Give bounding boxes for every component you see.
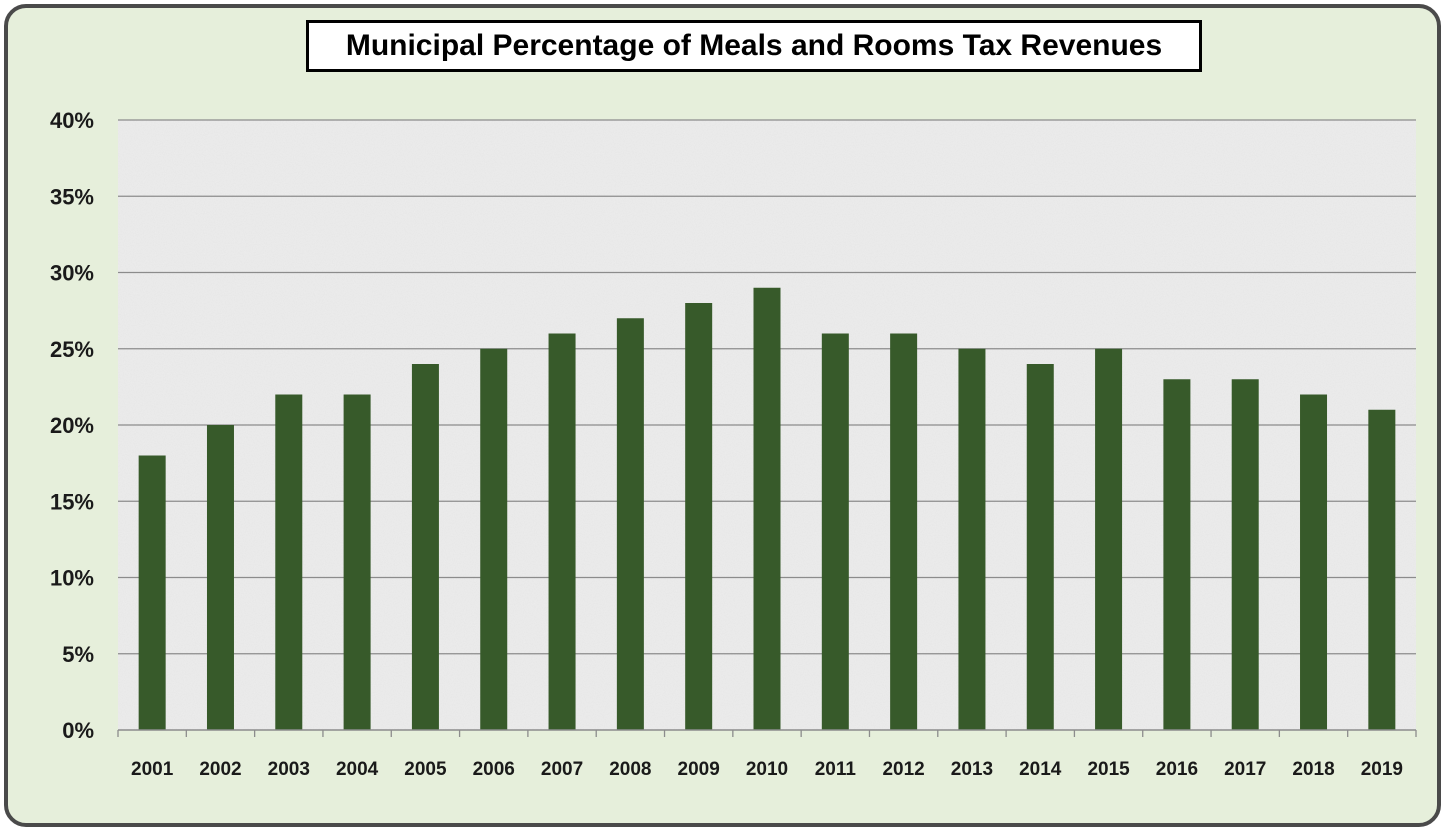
y-tick-label: 15% xyxy=(50,489,94,514)
bar xyxy=(343,394,371,730)
bars xyxy=(138,287,1396,730)
bar xyxy=(821,333,849,730)
x-tick-label: 2005 xyxy=(404,759,447,780)
bar xyxy=(206,425,234,730)
chart-title: Municipal Percentage of Meals and Rooms … xyxy=(306,20,1202,72)
x-tick-label: 2015 xyxy=(1087,759,1130,780)
bar xyxy=(685,303,713,730)
x-tick-label: 2013 xyxy=(951,759,993,780)
y-tick-label: 30% xyxy=(50,261,94,286)
bar xyxy=(890,333,918,730)
bar xyxy=(411,364,439,730)
x-tick-label: 2001 xyxy=(131,759,174,780)
x-tick-label: 2006 xyxy=(473,759,515,780)
bar xyxy=(1368,409,1396,730)
x-tick-label: 2004 xyxy=(336,759,379,780)
bar xyxy=(753,287,781,730)
bar xyxy=(480,348,508,730)
x-tick-label: 2012 xyxy=(882,759,924,780)
bar xyxy=(958,348,986,730)
y-tick-label: 40% xyxy=(50,108,94,133)
bar xyxy=(1163,379,1191,730)
bar xyxy=(138,455,166,730)
y-tick-label: 25% xyxy=(50,337,94,362)
bar xyxy=(1095,348,1123,730)
bar xyxy=(275,394,303,730)
bar xyxy=(1026,364,1054,730)
x-tick-label: 2011 xyxy=(815,759,857,780)
x-tick-label: 2014 xyxy=(1019,759,1062,780)
y-axis-tick-labels: 0% 5% 10% 15% 20% 25% 30% 35% 40% xyxy=(50,108,94,743)
bar xyxy=(1300,394,1328,730)
y-tick-label: 5% xyxy=(62,642,94,667)
x-tick-label: 2016 xyxy=(1156,759,1198,780)
x-tick-label: 2002 xyxy=(199,759,241,780)
x-tick-label: 2017 xyxy=(1224,759,1266,780)
y-tick-label: 10% xyxy=(50,566,94,591)
axes xyxy=(117,729,1417,737)
x-tick-label: 2018 xyxy=(1292,759,1334,780)
x-tick-label: 2019 xyxy=(1361,759,1403,780)
x-tick-label: 2008 xyxy=(609,759,651,780)
x-tick-label: 2007 xyxy=(541,759,583,780)
y-tick-label: 0% xyxy=(62,718,94,743)
x-axis-tick-labels: 2001 2002 2003 2004 2005 2006 2007 2008 2009 2010… xyxy=(131,759,1403,780)
bar xyxy=(616,318,644,730)
bar xyxy=(548,333,576,730)
y-tick-label: 20% xyxy=(50,413,94,438)
y-tick-label: 35% xyxy=(50,184,94,209)
bar xyxy=(1231,379,1259,730)
x-tick-label: 2009 xyxy=(678,759,720,780)
x-tick-label: 2003 xyxy=(268,759,310,780)
x-tick-label: 2010 xyxy=(746,759,788,780)
